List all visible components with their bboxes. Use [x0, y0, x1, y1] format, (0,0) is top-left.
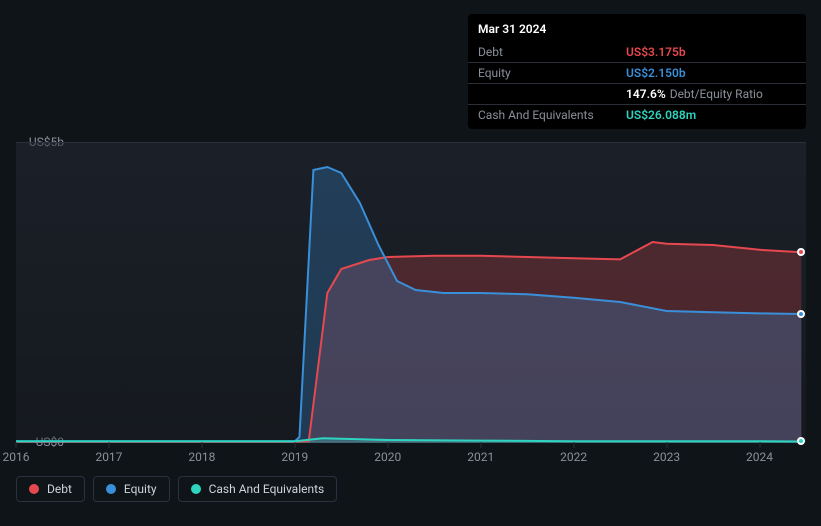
chart-tooltip: Mar 31 2024 DebtUS$3.175bEquityUS$2.150b…	[468, 14, 806, 129]
series-marker	[797, 437, 805, 445]
debt-equity-chart: US$5b US$0 20162017201820192020202120222…	[16, 120, 806, 500]
x-axis-tick: 2020	[374, 450, 401, 464]
x-axis-tick: 2022	[560, 450, 587, 464]
legend-item[interactable]: Debt	[16, 476, 85, 502]
x-axis-tick: 2019	[281, 450, 308, 464]
tooltip-row: EquityUS$2.150b	[468, 63, 806, 84]
x-axis-tick: 2023	[653, 450, 680, 464]
legend-item[interactable]: Cash And Equivalents	[178, 476, 338, 502]
tooltip-value: US$26.088m	[626, 108, 696, 122]
tooltip-label	[478, 87, 626, 101]
legend-item[interactable]: Equity	[93, 476, 170, 502]
tooltip-value: US$2.150b	[626, 66, 686, 80]
legend-label: Cash And Equivalents	[209, 482, 325, 496]
x-axis: 201620172018201920202021202220232024	[16, 448, 806, 468]
series-marker	[797, 310, 805, 318]
tooltip-row: 147.6%Debt/Equity Ratio	[468, 84, 806, 105]
legend-label: Debt	[47, 482, 72, 496]
tooltip-label: Equity	[478, 66, 626, 80]
tooltip-value: 147.6%Debt/Equity Ratio	[626, 87, 763, 101]
chart-legend: Debt Equity Cash And Equivalents	[16, 476, 337, 502]
x-axis-tick: 2017	[95, 450, 122, 464]
x-axis-tick: 2016	[3, 450, 30, 464]
legend-swatch	[106, 484, 116, 494]
series-marker	[797, 248, 805, 256]
plot-area[interactable]	[16, 142, 806, 442]
legend-label: Equity	[124, 482, 157, 496]
x-axis-tick: 2024	[746, 450, 773, 464]
x-axis-tick: 2018	[188, 450, 215, 464]
tooltip-label: Cash And Equivalents	[478, 108, 626, 122]
tooltip-row: Cash And EquivalentsUS$26.088m	[468, 105, 806, 125]
x-axis-tick: 2021	[467, 450, 494, 464]
tooltip-label: Debt	[478, 45, 626, 59]
tooltip-date: Mar 31 2024	[468, 18, 806, 42]
tooltip-row: DebtUS$3.175b	[468, 42, 806, 63]
legend-swatch	[191, 484, 201, 494]
legend-swatch	[29, 484, 39, 494]
tooltip-value: US$3.175b	[626, 45, 686, 59]
